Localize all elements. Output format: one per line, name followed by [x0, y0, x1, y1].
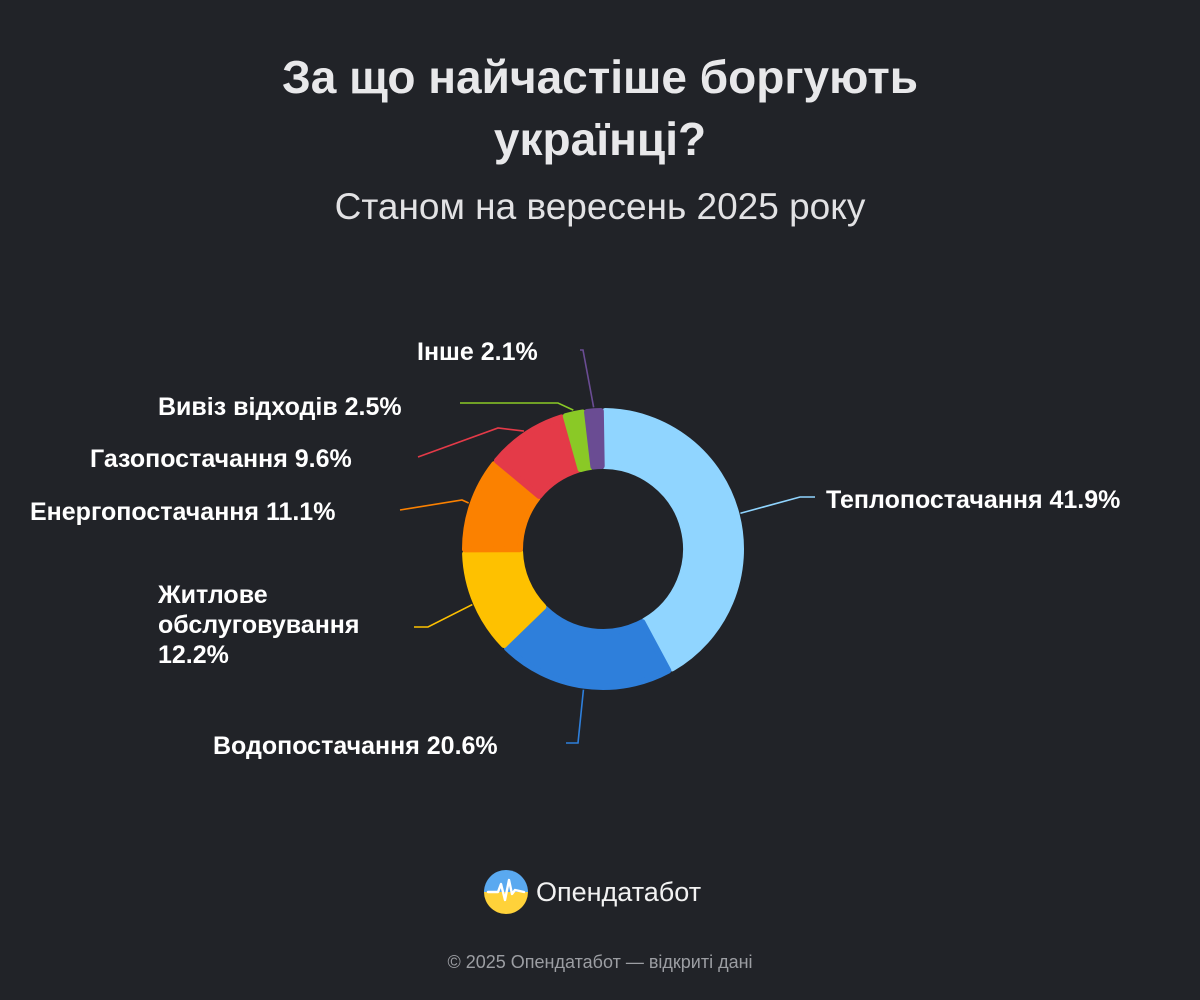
footer-copyright: © 2025 Опендатабот — відкриті дані: [447, 952, 753, 972]
chart-subtitle: Станом на вересень 2025 року: [334, 186, 866, 227]
donut-slice-water[interactable]: [503, 605, 672, 690]
slice-label-electricity: Енергопостачання 11.1%: [30, 498, 336, 526]
brand-name: Опендатабот: [536, 877, 702, 907]
donut-slice-other[interactable]: [583, 408, 605, 470]
slice-label-heating: Теплопостачання 41.9%: [826, 486, 1121, 514]
donut-slice-heating[interactable]: [601, 408, 744, 672]
leader-line-gas: [417, 427, 525, 458]
leader-line-other: [580, 349, 595, 408]
slice-label-waste: Вивіз відходів 2.5%: [158, 393, 402, 421]
leader-line-waste: [460, 402, 574, 411]
slice-label-gas: Газопостачання 9.6%: [90, 445, 352, 473]
leader-line-water: [566, 689, 585, 744]
leader-line-electricity: [399, 499, 469, 511]
donut-slice-housing[interactable]: [462, 548, 547, 649]
slice-label-housing: Житлове обслуговування 12.2%: [158, 581, 360, 669]
donut-slices: [462, 408, 744, 690]
chart-title-line-2: українці?: [493, 113, 707, 165]
opendatabot-logo-icon: [484, 870, 528, 914]
chart-title-line-1: За що найчастіше боргують: [281, 51, 919, 103]
chart-title: За що найчастіше боргують українці?: [0, 46, 1200, 170]
slice-label-water: Водопостачання 20.6%: [213, 732, 498, 760]
slice-label-other: Інше 2.1%: [417, 338, 538, 366]
donut-slice-electricity[interactable]: [462, 461, 541, 553]
donut-slice-gas[interactable]: [493, 414, 582, 499]
leader-lines: [399, 349, 815, 744]
brand[interactable]: Опендатабот: [484, 870, 701, 914]
leader-line-heating: [740, 496, 815, 515]
leader-line-housing: [414, 603, 473, 628]
